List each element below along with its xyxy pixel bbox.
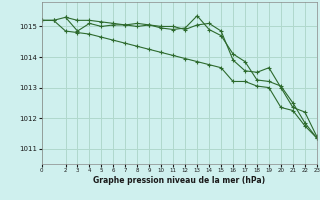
X-axis label: Graphe pression niveau de la mer (hPa): Graphe pression niveau de la mer (hPa) [93, 176, 265, 185]
